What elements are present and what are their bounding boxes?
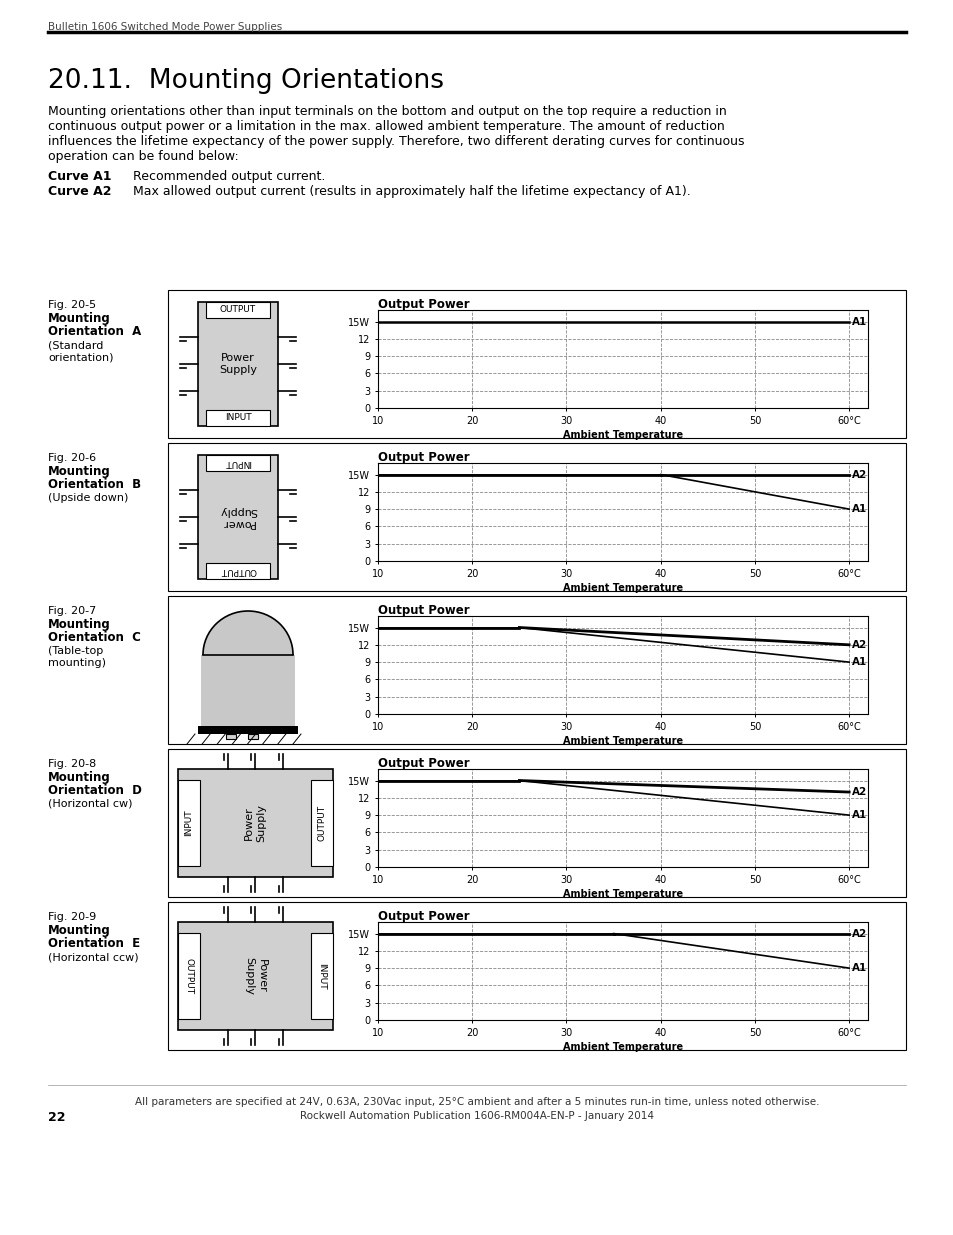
Text: Ambient Temperature: Ambient Temperature xyxy=(562,430,682,440)
Text: Mounting: Mounting xyxy=(48,924,111,937)
Text: OUTPUT: OUTPUT xyxy=(220,305,255,315)
Bar xyxy=(168,902,905,1050)
Text: Fig. 20-8: Fig. 20-8 xyxy=(48,760,96,769)
Text: Orientation  C: Orientation C xyxy=(48,631,141,643)
Text: INPUT: INPUT xyxy=(225,414,251,422)
Text: (Upside down): (Upside down) xyxy=(48,493,129,503)
Bar xyxy=(178,932,200,1019)
Text: OUTPUT: OUTPUT xyxy=(184,958,193,994)
Text: A2: A2 xyxy=(851,640,866,650)
Text: influences the lifetime expectancy of the power supply. Therefore, two different: influences the lifetime expectancy of th… xyxy=(48,135,743,148)
Text: INPUT: INPUT xyxy=(225,458,251,468)
Text: Mounting orientations other than input terminals on the bottom and output on the: Mounting orientations other than input t… xyxy=(48,105,726,119)
Text: continuous output power or a limitation in the max. allowed ambient temperature.: continuous output power or a limitation … xyxy=(48,120,724,133)
Text: A1: A1 xyxy=(851,810,866,820)
Text: Mounting: Mounting xyxy=(48,466,111,478)
Bar xyxy=(198,303,277,426)
Text: Orientation  A: Orientation A xyxy=(48,325,141,338)
Text: Output Power: Output Power xyxy=(377,451,469,464)
Text: Ambient Temperature: Ambient Temperature xyxy=(562,736,682,746)
Text: Fig. 20-9: Fig. 20-9 xyxy=(48,911,96,923)
Text: Curve A1: Curve A1 xyxy=(48,170,112,183)
Text: Max allowed output current (results in approximately half the lifetime expectanc: Max allowed output current (results in a… xyxy=(132,185,690,198)
Ellipse shape xyxy=(203,611,293,699)
Text: (Horizontal cw): (Horizontal cw) xyxy=(48,799,132,809)
Text: Fig. 20-7: Fig. 20-7 xyxy=(48,606,96,616)
Text: Ambient Temperature: Ambient Temperature xyxy=(562,1042,682,1052)
Text: Orientation  D: Orientation D xyxy=(48,784,142,797)
Bar xyxy=(178,779,200,866)
Text: 22: 22 xyxy=(48,1112,66,1124)
Text: Mounting: Mounting xyxy=(48,312,111,325)
Text: Orientation  B: Orientation B xyxy=(48,478,141,492)
Text: Curve A2: Curve A2 xyxy=(48,185,112,198)
Text: mounting): mounting) xyxy=(48,658,106,668)
Bar xyxy=(178,923,333,1030)
Bar xyxy=(248,734,258,739)
Text: A2: A2 xyxy=(851,469,866,479)
Text: Recommended output current.: Recommended output current. xyxy=(132,170,325,183)
Text: Power
Supply: Power Supply xyxy=(219,353,256,375)
Text: OUTPUT: OUTPUT xyxy=(317,805,326,841)
Text: Fig. 20-5: Fig. 20-5 xyxy=(48,300,96,310)
Bar xyxy=(168,443,905,592)
Text: (Standard: (Standard xyxy=(48,340,103,350)
Text: (Horizontal ccw): (Horizontal ccw) xyxy=(48,952,138,962)
Bar xyxy=(178,769,333,877)
Text: A2: A2 xyxy=(851,787,866,797)
Bar xyxy=(168,748,905,897)
Text: Ambient Temperature: Ambient Temperature xyxy=(562,583,682,593)
Bar xyxy=(311,932,333,1019)
Text: Power
Supply: Power Supply xyxy=(244,804,267,842)
Text: INPUT: INPUT xyxy=(317,963,326,989)
Text: INPUT: INPUT xyxy=(184,810,193,836)
Bar xyxy=(226,734,235,739)
Text: Output Power: Output Power xyxy=(377,757,469,769)
Text: operation can be found below:: operation can be found below: xyxy=(48,149,238,163)
Bar xyxy=(198,454,277,579)
Text: Ambient Temperature: Ambient Temperature xyxy=(562,889,682,899)
Text: Output Power: Output Power xyxy=(377,910,469,923)
Text: orientation): orientation) xyxy=(48,352,113,362)
Text: OUTPUT: OUTPUT xyxy=(220,567,255,576)
Bar xyxy=(168,290,905,438)
Text: Mounting: Mounting xyxy=(48,771,111,784)
Text: A1: A1 xyxy=(851,316,866,326)
Text: Output Power: Output Power xyxy=(377,298,469,311)
Text: All parameters are specified at 24V, 0.63A, 230Vac input, 25°C ambient and after: All parameters are specified at 24V, 0.6… xyxy=(134,1097,819,1107)
Text: Orientation  E: Orientation E xyxy=(48,937,140,950)
Text: Rockwell Automation Publication 1606-RM004A-EN-P - January 2014: Rockwell Automation Publication 1606-RM0… xyxy=(299,1112,654,1121)
Text: A1: A1 xyxy=(851,963,866,973)
Text: Power
Supply: Power Supply xyxy=(219,506,256,529)
Text: A2: A2 xyxy=(851,929,866,939)
Text: A1: A1 xyxy=(851,657,866,667)
Bar xyxy=(206,410,270,426)
Bar xyxy=(311,779,333,866)
Text: Output Power: Output Power xyxy=(377,604,469,618)
Text: 20.11.  Mounting Orientations: 20.11. Mounting Orientations xyxy=(48,68,443,94)
Text: Power
Supply: Power Supply xyxy=(244,957,267,995)
Text: (Table-top: (Table-top xyxy=(48,646,103,656)
Text: Mounting: Mounting xyxy=(48,618,111,631)
Bar xyxy=(203,655,293,726)
Text: A1: A1 xyxy=(851,504,866,514)
Bar xyxy=(168,597,905,743)
Bar xyxy=(198,726,297,734)
Bar xyxy=(206,303,270,317)
Text: Bulletin 1606 Switched Mode Power Supplies: Bulletin 1606 Switched Mode Power Suppli… xyxy=(48,22,282,32)
Text: Fig. 20-6: Fig. 20-6 xyxy=(48,453,96,463)
Bar xyxy=(206,563,270,579)
Bar xyxy=(206,454,270,471)
Bar xyxy=(201,655,294,726)
